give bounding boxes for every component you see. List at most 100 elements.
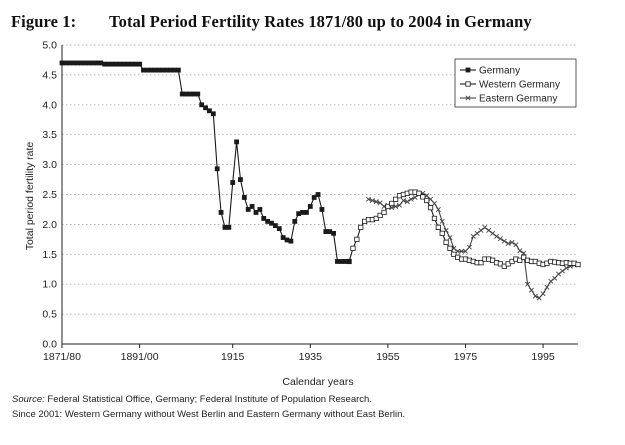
data-point bbox=[474, 230, 480, 236]
data-point bbox=[90, 60, 96, 66]
y-tick-label: 4.0 bbox=[42, 99, 57, 111]
y-tick-label: 0.5 bbox=[42, 309, 57, 321]
data-point bbox=[470, 233, 476, 239]
x-tick-label: 1955 bbox=[376, 351, 400, 363]
data-point bbox=[536, 295, 542, 301]
data-point bbox=[67, 60, 73, 66]
data-point bbox=[160, 67, 166, 73]
data-point bbox=[102, 61, 108, 67]
data-point bbox=[365, 196, 372, 202]
data-point bbox=[408, 196, 414, 202]
data-point bbox=[465, 67, 471, 73]
x-tick-label: 1871/80 bbox=[43, 351, 81, 363]
data-point bbox=[431, 200, 437, 206]
data-point bbox=[183, 91, 189, 97]
data-point bbox=[284, 237, 290, 243]
data-point bbox=[447, 235, 453, 241]
series-eastern-germany bbox=[365, 190, 581, 301]
data-point bbox=[424, 197, 430, 204]
data-point bbox=[218, 210, 224, 215]
data-point bbox=[311, 195, 317, 200]
data-point bbox=[125, 61, 131, 67]
data-point bbox=[478, 260, 484, 266]
data-point bbox=[393, 196, 399, 202]
data-point bbox=[490, 230, 496, 236]
data-point bbox=[269, 220, 274, 226]
data-point bbox=[459, 248, 465, 254]
data-point bbox=[350, 245, 356, 251]
data-point bbox=[222, 224, 228, 230]
data-point bbox=[342, 259, 348, 264]
data-point bbox=[354, 236, 360, 242]
data-point bbox=[331, 230, 336, 236]
data-point bbox=[179, 91, 185, 97]
data-point bbox=[416, 190, 422, 196]
data-point bbox=[381, 209, 387, 216]
data-point bbox=[548, 278, 554, 284]
data-point bbox=[210, 111, 216, 117]
data-point bbox=[439, 230, 445, 236]
data-point bbox=[265, 219, 271, 224]
data-point bbox=[439, 218, 445, 224]
data-point bbox=[71, 60, 77, 66]
data-point bbox=[544, 284, 550, 290]
data-point bbox=[307, 204, 313, 209]
data-point bbox=[144, 67, 150, 73]
y-tick-label: 2.5 bbox=[42, 189, 57, 201]
data-point bbox=[575, 261, 581, 268]
data-point bbox=[532, 293, 538, 299]
y-tick-label: 0.0 bbox=[42, 339, 57, 351]
y-tick-label: 1.0 bbox=[42, 279, 57, 291]
data-point bbox=[435, 224, 441, 230]
data-point bbox=[280, 235, 286, 240]
data-point bbox=[563, 265, 569, 271]
data-point bbox=[373, 215, 379, 222]
data-point bbox=[358, 224, 364, 230]
data-point bbox=[315, 192, 321, 197]
series-western-germany bbox=[346, 189, 581, 269]
data-point bbox=[152, 67, 158, 73]
legend-label: Western Germany bbox=[479, 80, 560, 91]
legend-box bbox=[454, 58, 577, 108]
data-point bbox=[141, 67, 146, 73]
data-point bbox=[230, 180, 236, 185]
data-point bbox=[323, 229, 329, 234]
y-axis-label: Total period fertility rate bbox=[24, 142, 36, 251]
data-point bbox=[466, 244, 472, 250]
legend-label: Eastern Germany bbox=[479, 94, 557, 105]
data-point bbox=[156, 67, 162, 73]
data-point bbox=[501, 238, 507, 244]
data-point bbox=[521, 254, 527, 260]
source-label: Source: bbox=[12, 394, 45, 405]
data-point bbox=[431, 215, 438, 222]
series-germany bbox=[59, 60, 352, 264]
data-point bbox=[389, 200, 395, 207]
data-point bbox=[59, 60, 65, 66]
data-point bbox=[63, 60, 69, 66]
data-point bbox=[129, 61, 135, 67]
data-point bbox=[385, 203, 391, 210]
data-point bbox=[195, 91, 201, 97]
data-point bbox=[494, 233, 500, 239]
data-point bbox=[540, 291, 546, 297]
data-point bbox=[412, 194, 418, 201]
data-point bbox=[528, 287, 534, 293]
data-point bbox=[98, 60, 104, 66]
data-point bbox=[400, 197, 406, 203]
data-point bbox=[94, 60, 100, 66]
y-tick-label: 3.5 bbox=[42, 129, 57, 141]
data-point bbox=[319, 207, 325, 212]
data-point bbox=[257, 207, 263, 212]
data-point bbox=[245, 207, 251, 212]
data-point bbox=[465, 81, 471, 87]
data-point bbox=[234, 139, 239, 145]
data-point bbox=[513, 242, 519, 248]
data-point bbox=[121, 61, 127, 67]
x-tick-label: 1975 bbox=[454, 351, 478, 363]
y-tick-label: 3.0 bbox=[42, 159, 57, 171]
data-point bbox=[525, 281, 531, 287]
y-tick-labels: 0.0 0.5 1.0 1.5 2.0 2.5 3.0 3.5 4.0 4.5 5.0 bbox=[42, 40, 57, 351]
data-point bbox=[486, 227, 492, 233]
data-point bbox=[327, 229, 333, 234]
